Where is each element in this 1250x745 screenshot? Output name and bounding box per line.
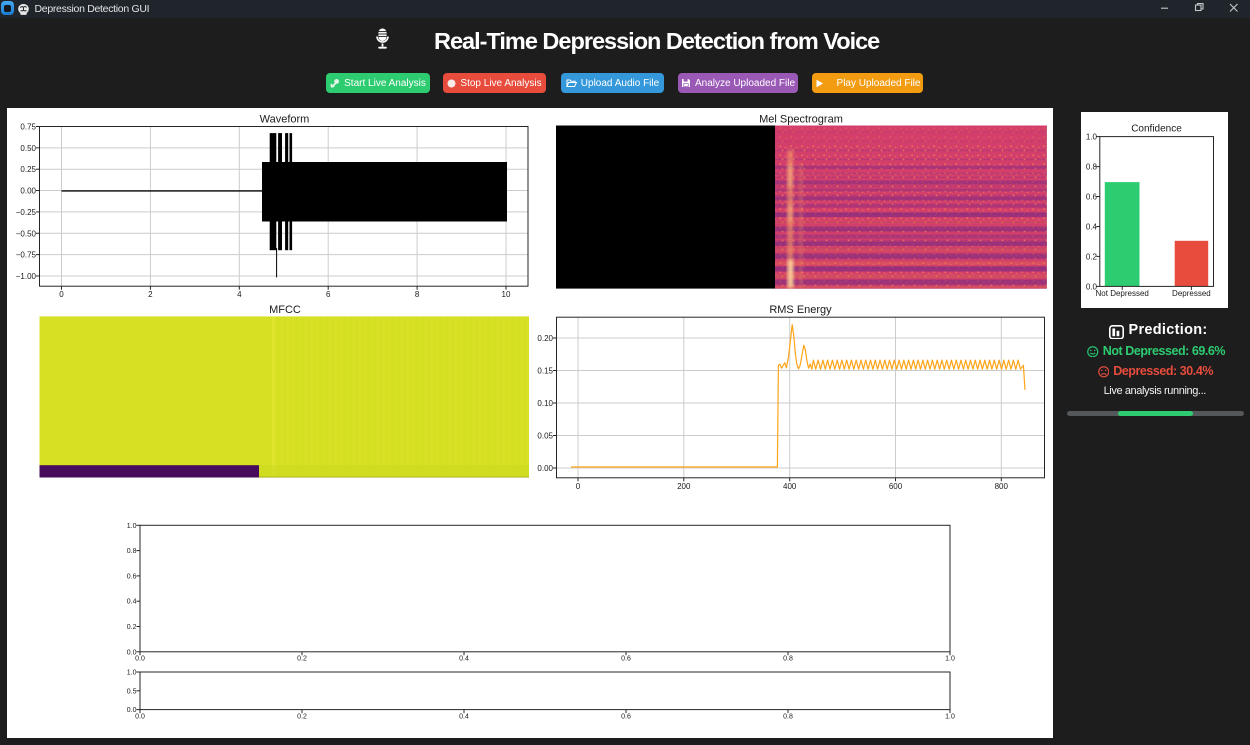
svg-text:0.0: 0.0 [135,656,145,663]
svg-text:0.8: 0.8 [783,714,793,721]
svg-text:Not Depressed: Not Depressed [1096,289,1149,298]
svg-text:0: 0 [576,482,581,491]
svg-text:−0.25: −0.25 [16,208,37,217]
svg-text:0.6: 0.6 [1086,193,1098,202]
svg-text:0.6: 0.6 [127,573,137,580]
svg-text:1.0: 1.0 [945,656,955,663]
svg-text:4: 4 [237,290,242,299]
svg-text:0.20: 0.20 [537,334,553,343]
svg-text:400: 400 [783,482,797,491]
svg-text:Waveform: Waveform [260,114,310,126]
svg-text:Depressed: Depressed [1172,289,1211,298]
svg-text:0.50: 0.50 [20,144,36,153]
svg-text:0.4: 0.4 [1086,223,1098,232]
svg-text:0.4: 0.4 [459,714,469,721]
svg-text:0.75: 0.75 [20,123,36,132]
svg-text:0.4: 0.4 [127,599,137,606]
svg-text:0.0: 0.0 [127,649,137,656]
svg-text:Mel Spectrogram: Mel Spectrogram [759,114,843,126]
svg-text:1.0: 1.0 [1086,133,1098,142]
svg-text:0.6: 0.6 [621,656,631,663]
svg-text:0.00: 0.00 [537,464,553,473]
svg-text:0.5: 0.5 [127,688,137,695]
svg-text:6: 6 [326,290,331,299]
svg-text:0.8: 0.8 [127,548,137,555]
svg-text:10: 10 [502,290,511,299]
svg-text:0.00: 0.00 [20,187,36,196]
svg-text:0.2: 0.2 [297,656,307,663]
svg-text:1.0: 1.0 [127,670,137,677]
svg-text:Confidence: Confidence [1131,124,1182,135]
svg-text:0.2: 0.2 [1086,252,1098,261]
svg-text:RMS Energy: RMS Energy [769,304,832,316]
svg-text:−1.00: −1.00 [16,272,37,281]
svg-text:0.0: 0.0 [1086,282,1098,291]
svg-text:−0.75: −0.75 [16,251,37,260]
svg-text:0.15: 0.15 [537,367,553,376]
svg-text:8: 8 [415,290,420,299]
svg-text:0.10: 0.10 [537,399,553,408]
svg-text:800: 800 [995,482,1009,491]
svg-text:0.05: 0.05 [537,432,553,441]
svg-text:1.0: 1.0 [127,523,137,530]
svg-text:0.0: 0.0 [127,707,137,714]
svg-text:0.6: 0.6 [621,714,631,721]
svg-text:0.0: 0.0 [135,714,145,721]
svg-text:0.4: 0.4 [459,656,469,663]
svg-text:0.8: 0.8 [1086,163,1098,172]
svg-text:200: 200 [677,482,691,491]
svg-text:0.2: 0.2 [127,624,137,631]
svg-text:0.8: 0.8 [783,656,793,663]
svg-text:0.2: 0.2 [297,714,307,721]
svg-text:2: 2 [148,290,153,299]
svg-text:0.25: 0.25 [20,165,36,174]
svg-text:−0.50: −0.50 [16,229,37,238]
svg-text:MFCC: MFCC [269,304,301,316]
svg-text:1.0: 1.0 [945,714,955,721]
svg-text:0: 0 [59,290,64,299]
svg-text:600: 600 [889,482,903,491]
